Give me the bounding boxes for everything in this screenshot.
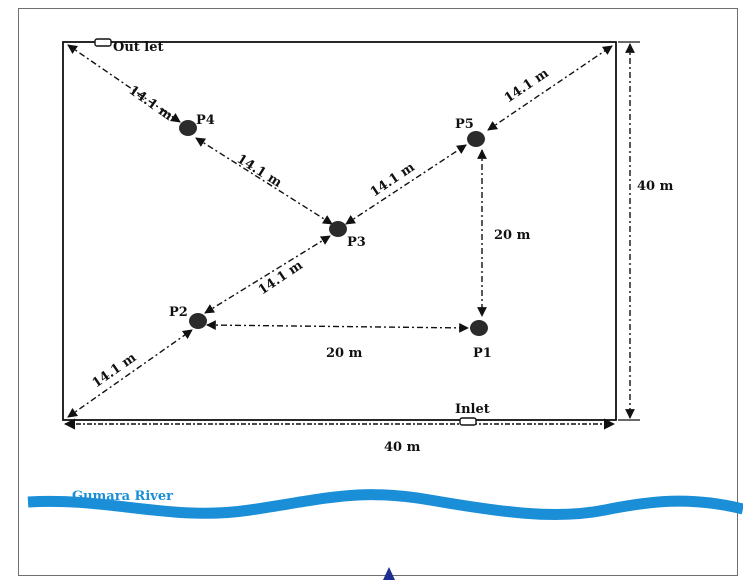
label-side-height: 40 m [637,179,674,194]
label-p5: P5 [455,117,474,132]
label-p1: P1 [473,346,492,361]
label-p2: P2 [169,305,188,320]
sampling-point-p3 [329,221,347,237]
path-outlet-p4 [67,44,181,123]
gumara-river [27,489,743,520]
path-p2-p3 [204,235,331,314]
sampling-point-p1 [470,320,488,336]
label-river: Gumara River [72,489,173,504]
label-dist-p1-p2: 20 m [326,346,363,361]
label-inlet: Inlet [455,402,490,417]
sampling-point-p4 [179,120,197,136]
path-p4-p3 [195,137,333,225]
figure-frame [18,8,738,576]
north-arrow-icon [383,567,395,580]
sampling-point-p5 [467,131,485,147]
label-p4: P4 [196,113,215,128]
inlet-marker [459,417,477,426]
sampling-point-p2 [189,313,207,329]
label-outlet: Out let [113,40,164,55]
label-diag-p5-corner: 14.1 m [502,66,552,107]
label-diag-p2-p3: 14.1 m [256,258,306,299]
label-diag-p4-p3: 14.1 m [234,152,285,191]
path-corner-p2 [67,329,193,418]
label-diag-outlet-p4: 14.1 m [126,83,176,124]
path-p5-corner [487,45,613,131]
label-dist-p5-p1: 20 m [494,228,531,243]
label-p3: P3 [347,235,366,250]
outlet-marker [94,38,112,47]
path-p1-p2 [206,320,469,333]
path-p3-p5 [345,144,467,225]
label-diag-p3-p5: 14.1 m [368,160,418,201]
label-side-width: 40 m [384,440,421,455]
